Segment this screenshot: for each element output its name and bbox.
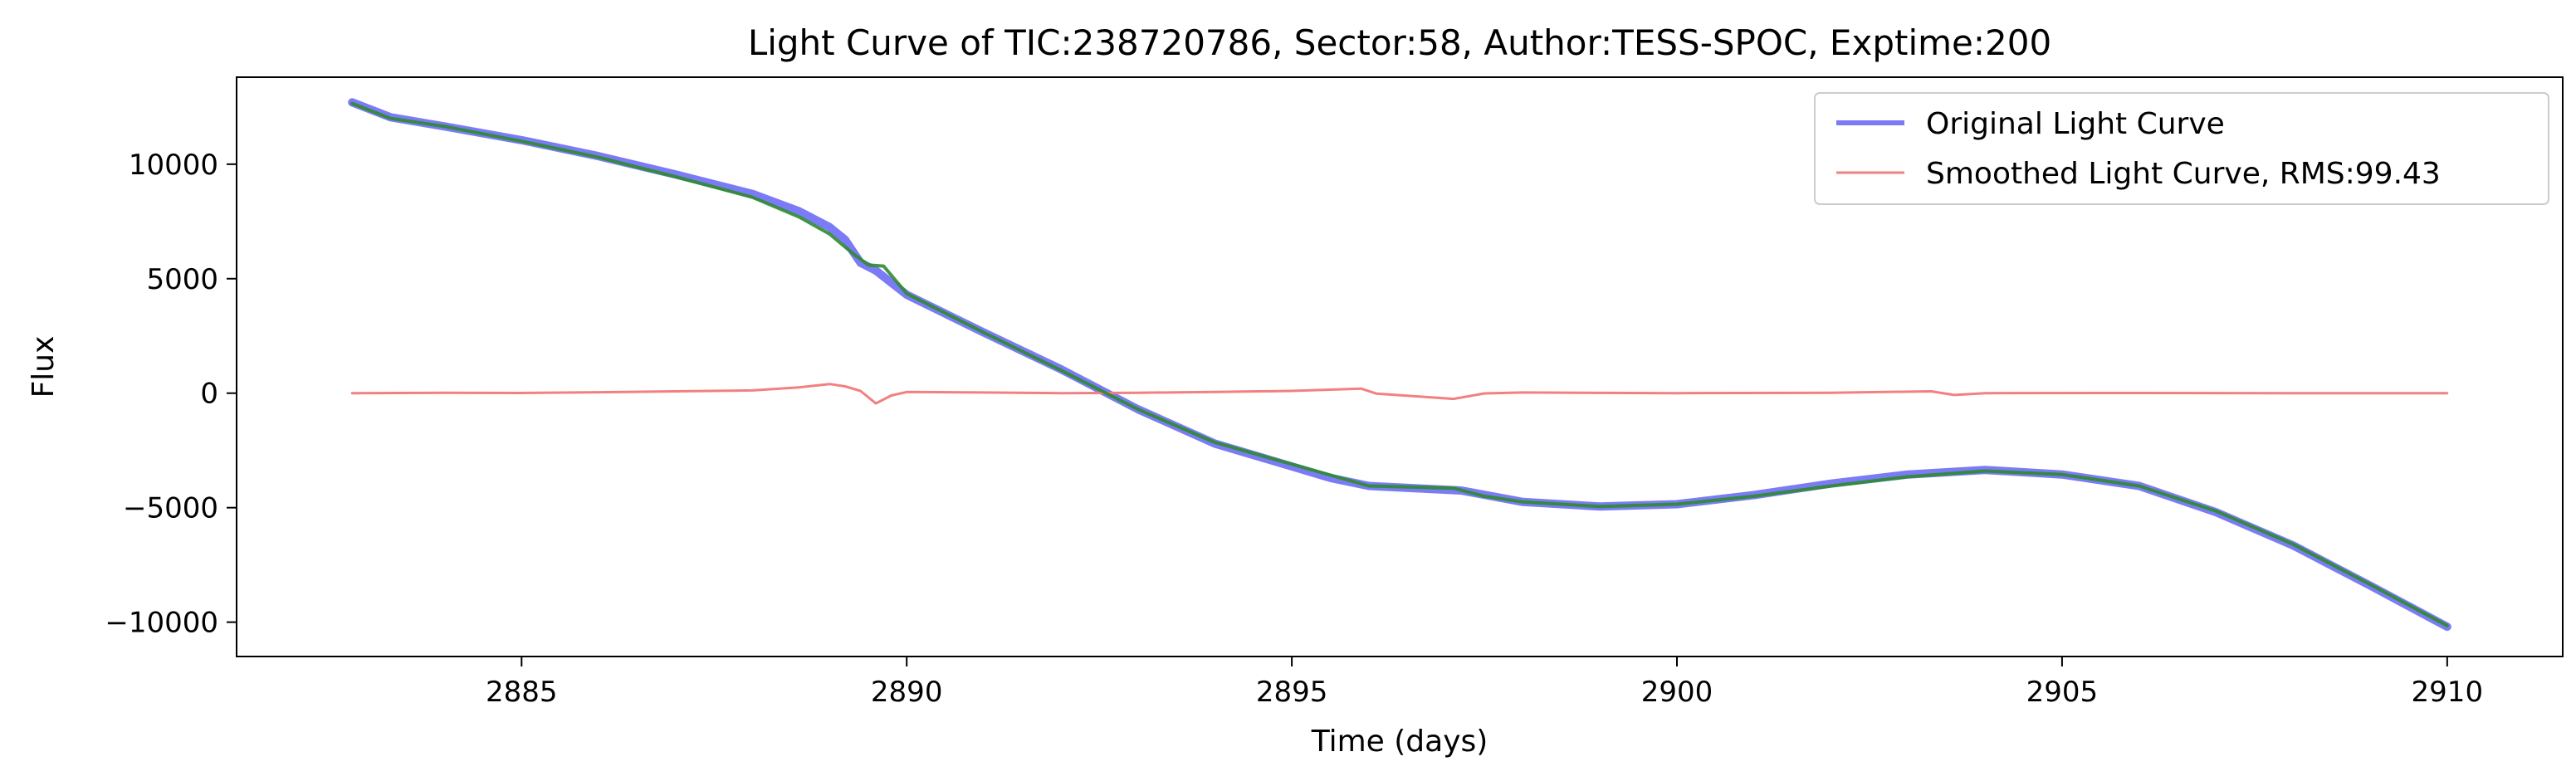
y-axis-label: Flux xyxy=(27,336,61,398)
x-tick-label: 2890 xyxy=(871,676,943,709)
y-tick-label: −10000 xyxy=(105,607,218,640)
y-tick-label: −5000 xyxy=(123,492,218,525)
series-line-2 xyxy=(350,383,2449,405)
y-tick-label: 10000 xyxy=(129,149,218,182)
x-tick-label: 2885 xyxy=(486,676,558,709)
series-line-3 xyxy=(350,101,2449,627)
y-tick-label: 5000 xyxy=(146,263,218,296)
series-layer xyxy=(348,98,2451,632)
y-axis: 10000 5000 0 −5000 −10000 xyxy=(105,149,237,640)
plot-area xyxy=(236,76,2564,657)
legend-label-original: Original Light Curve xyxy=(1926,107,2225,141)
x-tick-label: 2905 xyxy=(2026,676,2099,709)
legend: Original Light Curve Smoothed Light Curv… xyxy=(1814,92,2549,205)
x-tick-label: 2910 xyxy=(2412,676,2484,709)
legend-label-smoothed: Smoothed Light Curve, RMS:99.43 xyxy=(1926,157,2441,191)
legend-box xyxy=(1814,92,2549,205)
x-axis: 2885 2890 2895 2900 2905 2910 xyxy=(486,657,2483,709)
y-tick-label: 0 xyxy=(200,378,218,411)
chart-title: Light Curve of TIC:238720786, Sector:58,… xyxy=(748,22,2051,63)
x-tick-label: 2895 xyxy=(1256,676,1328,709)
x-tick-label: 2900 xyxy=(1641,676,1713,709)
x-axis-label: Time (days) xyxy=(1311,725,1488,759)
plot-frame xyxy=(236,76,2564,657)
